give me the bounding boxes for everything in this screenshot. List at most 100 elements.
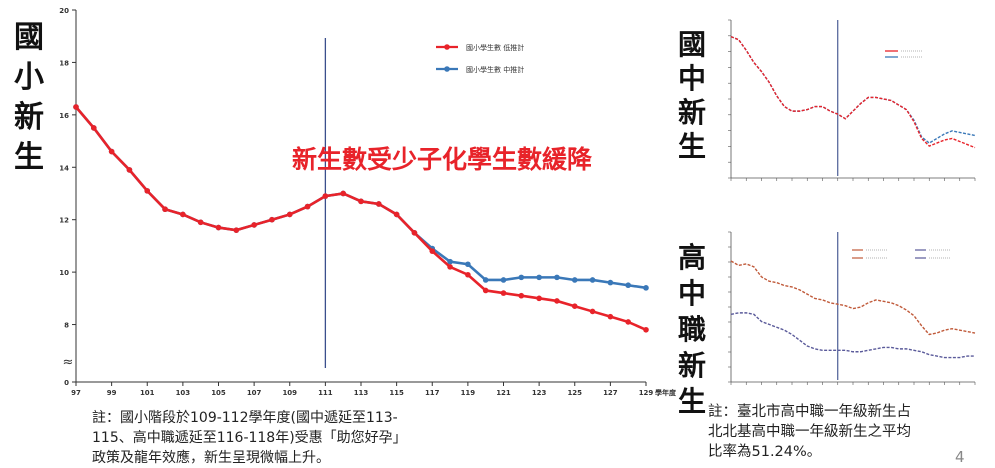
data-point [518, 274, 525, 281]
junior-chart [728, 19, 976, 181]
data-point [589, 308, 596, 315]
senior-label-char-5: 生 [677, 385, 706, 418]
primary-label-char-3: 新 [14, 100, 44, 135]
data-point [322, 193, 329, 199]
series-line-low [75, 106, 647, 331]
x-tick-label-8: 113 [354, 389, 369, 397]
junior-label-char-3: 新 [677, 96, 706, 129]
x-tick-label-12: 121 [496, 389, 511, 397]
x-tick-label-2: 101 [140, 389, 155, 397]
junior-label-char-2: 中 [677, 62, 706, 95]
junior-label-char-1: 國 [677, 28, 706, 61]
data-point [465, 261, 471, 268]
data-point [429, 248, 436, 254]
x-tick-label-5: 107 [247, 389, 262, 397]
data-point [393, 211, 400, 218]
primary-label-char-1: 國 [14, 20, 44, 55]
primary-chart: 0 8 10 12 14 16 18 20 ≈97 99 101 103 105 107 109 111 113… [59, 7, 677, 397]
data-point [536, 295, 542, 302]
data-point [304, 203, 311, 210]
data-point [607, 279, 614, 286]
y-tick-label-4: 14 [59, 164, 69, 172]
legend-swatch-dot [444, 66, 450, 72]
data-point [251, 222, 257, 228]
legend-label-1: 國小學生數 中推計 [466, 65, 524, 74]
data-point [411, 230, 418, 236]
x-tick-label-15: 127 [603, 389, 618, 397]
x-tick-label-4: 105 [211, 389, 226, 397]
senior-footnote: 註：臺北市高中職一年級新生占 北北基高中職一年級新生之平均 比率為51.24%。 [708, 404, 911, 460]
y-tick-label-6: 18 [59, 59, 69, 67]
primary-footnote: 註：國小階段於109-112學年度(國中遞延至113- 115、高中職遞延至11… [92, 410, 407, 466]
data-point [376, 201, 382, 207]
data-point [643, 285, 649, 291]
data-point [447, 264, 453, 270]
primary-label-char-4: 生 [14, 140, 44, 175]
data-point [465, 271, 471, 278]
data-point [233, 227, 240, 233]
x-tick-label-3: 103 [176, 389, 191, 397]
x-tick-label-16: 129 [639, 389, 654, 397]
data-point [625, 319, 631, 325]
y-tick-label-1: 8 [64, 322, 69, 330]
data-point [144, 188, 151, 194]
x-tick-label-7: 111 [318, 389, 333, 397]
senior-chart [728, 231, 976, 385]
data-point [91, 125, 97, 131]
data-point [162, 206, 168, 213]
x-tick-label-13: 123 [532, 389, 547, 397]
data-point [73, 104, 79, 110]
chart-headline: 新生數受少子化學生數緩降 [292, 145, 593, 174]
x-tick-label-6: 109 [282, 389, 297, 397]
primary-label-char-2: 小 [14, 60, 44, 95]
x-tick-label-1: 99 [107, 389, 117, 397]
legend-swatch-dot [444, 44, 450, 50]
junior-new-students-label: 國 中 新 生 [672, 28, 712, 164]
series-line-0 [730, 35, 976, 144]
senior-new-students-label: 高 中 職 新 生 [672, 240, 712, 420]
y-tick-label-3: 12 [59, 217, 69, 225]
series-line-1 [730, 35, 976, 149]
data-point [500, 277, 507, 283]
data-point [536, 274, 542, 281]
senior-label-char-4: 新 [677, 349, 706, 382]
y-tick-label-0: 0 [64, 379, 69, 387]
x-tick-label-9: 115 [389, 389, 404, 397]
junior-label-char-4: 生 [677, 130, 706, 163]
data-point [571, 277, 578, 283]
data-point [571, 303, 578, 309]
data-point [518, 292, 525, 299]
data-point [180, 211, 186, 218]
data-point [358, 198, 364, 205]
y-tick-label-7: 20 [59, 7, 69, 15]
data-point [625, 282, 631, 289]
senior-label-char-1: 高 [677, 241, 706, 274]
primary-new-students-label: 國 小 新 生 [8, 18, 50, 178]
y-tick-label-5: 16 [59, 112, 69, 120]
data-point [589, 277, 596, 283]
page-number: 4 [955, 448, 965, 466]
data-point [126, 167, 133, 173]
senior-label-char-2: 中 [677, 277, 706, 310]
series-line-mid [75, 106, 647, 290]
axis-break-mark: ≈ [63, 355, 74, 370]
data-point [482, 277, 489, 283]
x-tick-label-0: 97 [71, 389, 81, 397]
data-point [482, 287, 489, 294]
data-point [108, 148, 115, 155]
x-tick-label-10: 117 [425, 389, 440, 397]
data-point [286, 211, 293, 218]
series-line-1 [730, 260, 976, 336]
data-point [447, 258, 453, 265]
y-tick-label-2: 10 [59, 269, 69, 277]
x-tick-label-11: 119 [461, 389, 476, 397]
data-point [215, 224, 222, 231]
series-line-0 [730, 312, 975, 359]
data-point [197, 219, 204, 226]
data-point [269, 216, 275, 223]
data-point [643, 326, 649, 333]
data-point [554, 298, 560, 304]
x-tick-label-14: 125 [567, 389, 582, 397]
data-point [340, 190, 346, 197]
